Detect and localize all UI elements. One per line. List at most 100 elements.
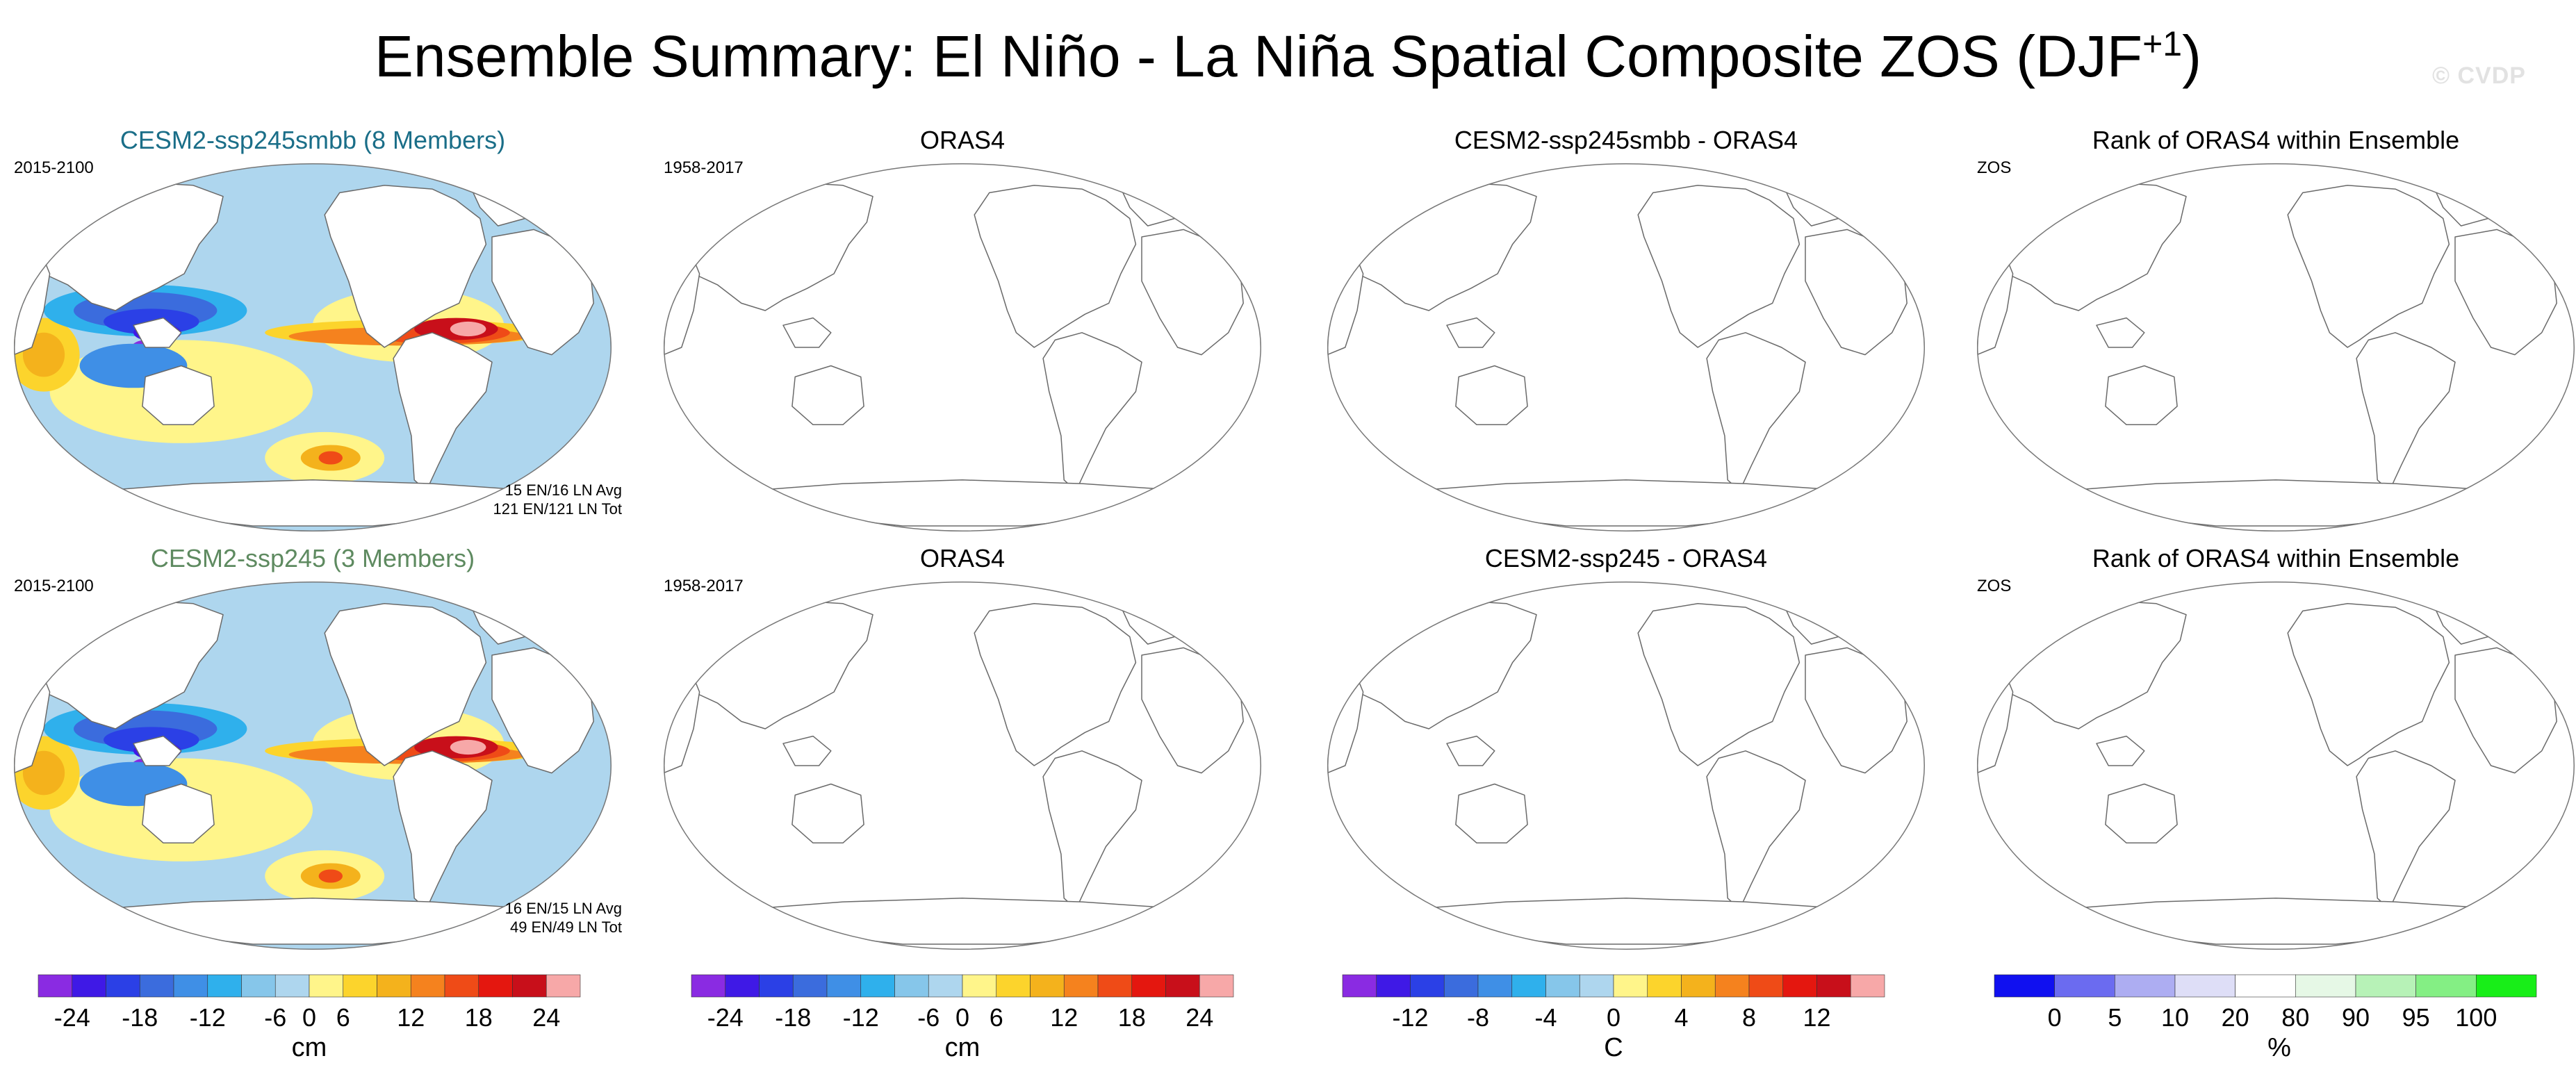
colorbar-tick-label: 18 [1118,1003,1146,1032]
land-maritime-asia [133,735,182,766]
land-maritime-asia [2096,317,2145,348]
panel-title: Rank of ORAS4 within Ensemble [2092,544,2460,572]
land-eurasia [1994,181,2187,311]
colorbar-swatch [173,974,208,998]
blank-map [664,582,1261,950]
colorbar-swatch [309,974,344,998]
colorbar-tick-label: -8 [1467,1003,1489,1032]
contour-region [450,739,486,755]
panel-period-label: 1958-2017 [664,158,744,177]
colorbar-tick-label: 6 [990,1003,1003,1032]
land-africa-west [1977,654,2014,774]
colorbar: -24 -18 -12 -6 0 6 12 18 24 cm [38,974,581,1062]
main-title-superscript: +1 [2142,24,2183,63]
colorbar-swatch [928,974,963,998]
colorbar-tick-label: 90 [2342,1003,2370,1032]
colorbar-swatch [377,974,411,998]
blank-map [1327,582,1925,950]
land-australia [142,365,215,426]
colorbar-swatch [1131,974,1166,998]
land-eurasia [681,599,873,729]
colorbar-swatch [1097,974,1133,998]
colorbar-tick-label: 12 [1050,1003,1078,1032]
land-eurasia [681,181,873,311]
land-maritime-asia [782,735,832,766]
panel-title: CESM2-ssp245 - ORAS4 [1484,544,1768,572]
colorbar-tick-label: -4 [1534,1003,1557,1032]
land-africa-west [1977,236,2014,356]
colorbar-swatch [410,974,445,998]
land-eurasia [1345,599,1537,729]
panel-title: Rank of ORAS4 within Ensemble [2092,126,2460,154]
colorbar-tick-label: 12 [397,1003,425,1032]
map-outline [1977,163,2575,531]
land-australia [1455,783,1528,844]
blank-map [1327,163,1925,531]
colorbar-swatch [1748,974,1784,998]
colorbar-swatch [691,974,726,998]
map-outline [664,163,1261,531]
colorbar-swatch [444,974,479,998]
contour-region [318,869,343,883]
land-antarctica [1410,479,1854,527]
colorbar-tick-label: -6 [264,1003,286,1032]
colorbar-swatch [996,974,1031,998]
land-north-america [1637,185,1800,348]
colorbar-tick-label: 0 [955,1003,969,1032]
main-title-text: Ensemble Summary: El Niño - La Niña Spat… [374,24,2143,89]
land-antarctica [746,898,1190,945]
colorbar-swatch [759,974,794,998]
colorbar-swatch [1994,974,2055,998]
colorbar-swatch [106,974,140,998]
colorbar-swatch [512,974,547,998]
map-outline [1327,582,1925,950]
colorbar-tick-label: -18 [122,1003,158,1032]
colorbar-tick-label: 0 [2048,1003,2062,1032]
land-south-america [2356,750,2456,910]
land-australia [791,783,864,844]
land-australia [791,365,864,426]
colorbar-tick-label: 24 [532,1003,560,1032]
colorbar-swatch [139,974,174,998]
event-count-label: 15 EN/16 LN Avg [504,481,622,499]
colorbar-swatch [343,974,377,998]
land-north-america [2287,185,2450,348]
land-antarctica [2060,898,2504,945]
colorbar-swatch [545,974,581,998]
colorbar-tick-label: -18 [775,1003,811,1032]
colorbar-swatch [1714,974,1750,998]
colorbar-tick-label: -12 [843,1003,879,1032]
watermark: © CVDP [2432,63,2526,89]
land-antarctica [2060,479,2504,527]
land-north-america [1637,603,1800,766]
panel-title: CESM2-ssp245 (3 Members) [150,544,475,572]
map-outline [664,582,1261,950]
colorbar-swatch [1647,974,1682,998]
colorbar-swatch [1850,974,1885,998]
colorbar: -12 -8 -4 0 4 8 12 C [1342,974,1885,1062]
colorbar-swatch [72,974,106,998]
colorbar-swatch [792,974,828,998]
land-africa-east [1141,229,1244,356]
colorbar-swatch [38,974,73,998]
composite-map [14,582,612,950]
land-africa-west [1327,654,1364,774]
colorbar-tick-label: 5 [2108,1003,2122,1032]
colorbar-tick-label: 20 [2222,1003,2249,1032]
land-south-america [1042,332,1142,492]
colorbar-swatch [2174,974,2235,998]
colorbar-tick-label: 24 [1186,1003,1213,1032]
colorbar-swatch [725,974,760,998]
panel-period-label: 1958-2017 [664,577,744,595]
blank-map [1977,582,2575,950]
land-south-america [1706,750,1806,910]
colorbar-tick-label: 100 [2455,1003,2497,1032]
map-outline [1327,163,1925,531]
land-africa-west [664,236,700,356]
colorbar-swatch [826,974,862,998]
land-south-america [1042,750,1142,910]
colorbar-tick-label: 80 [2281,1003,2309,1032]
colorbar-tick-label: 18 [465,1003,493,1032]
panel-period-label: ZOS [1977,577,2012,595]
colorbar-swatch [1511,974,1546,998]
